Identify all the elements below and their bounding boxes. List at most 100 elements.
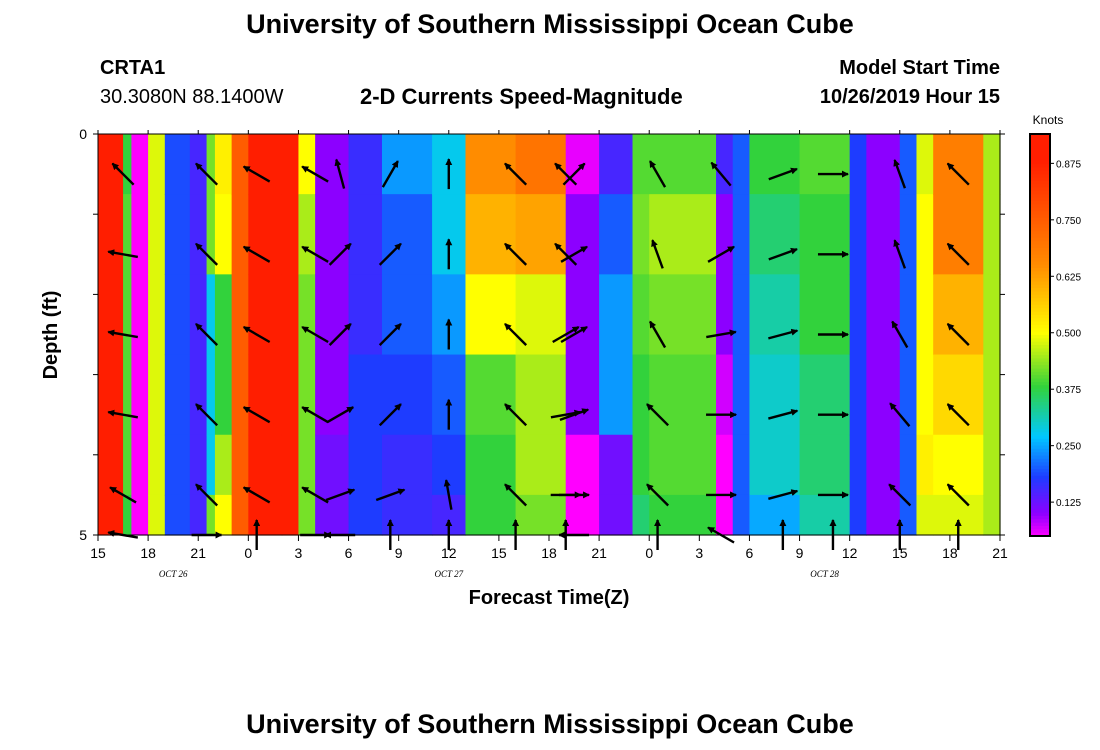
heat-cell: [599, 194, 634, 275]
heat-cell: [916, 494, 934, 536]
colorbar-segment: [1030, 341, 1050, 346]
current-vector: [946, 483, 970, 507]
current-vector: [893, 159, 907, 189]
heat-cell: [381, 434, 433, 496]
heat-cell: [164, 194, 191, 275]
colorbar-tick-label: 0.500: [1056, 329, 1081, 340]
heat-cell: [298, 354, 316, 436]
colorbar-segment: [1030, 495, 1050, 500]
colorbar-segment: [1030, 458, 1050, 463]
current-vector: [301, 486, 329, 504]
heat-cell: [281, 354, 300, 436]
heat-cell: [749, 354, 801, 436]
colorbar-segment: [1030, 288, 1050, 293]
colorbar-segment: [1030, 278, 1050, 282]
colorbar-segment: [1030, 180, 1050, 185]
heat-cell: [749, 434, 801, 496]
heat-cell: [98, 354, 124, 436]
heat-cell: [716, 434, 734, 496]
heat-cell: [148, 434, 166, 496]
y-axis-label: Depth (ft): [40, 291, 62, 380]
heat-cell: [315, 354, 350, 436]
heat-cell: [298, 134, 316, 195]
x-tick-label: 6: [345, 545, 353, 561]
current-vector: [646, 483, 670, 507]
current-vector: [242, 245, 271, 263]
current-vector: [504, 242, 528, 266]
heat-cell: [916, 194, 934, 275]
colorbar-segment: [1030, 502, 1050, 507]
heat-cell: [916, 434, 934, 496]
colorbar-segment: [1030, 241, 1050, 246]
colorbar-segment: [1030, 247, 1050, 252]
heat-cell: [983, 494, 1001, 536]
colorbar-segment: [1030, 388, 1050, 393]
colorbar-segment: [1030, 422, 1050, 427]
heat-cell: [565, 274, 600, 356]
colorbar-segment: [1030, 291, 1050, 296]
heat-cell: [716, 194, 734, 275]
colorbar-segment: [1030, 348, 1050, 353]
heat-cell: [632, 194, 650, 275]
current-vector: [649, 160, 667, 188]
heat-cell: [866, 274, 901, 356]
colorbar-segment: [1030, 160, 1050, 165]
heatmap-cells: [98, 134, 1001, 536]
heat-cell: [148, 194, 166, 275]
x-tick-label: 21: [591, 545, 607, 561]
colorbar-segment: [1030, 281, 1050, 286]
current-vector: [195, 242, 219, 266]
colorbar-segment: [1030, 489, 1050, 494]
y-tick-label: 5: [79, 527, 87, 543]
heat-cell: [983, 194, 1001, 275]
heat-cell: [231, 494, 249, 536]
heat-cell: [599, 134, 634, 195]
current-vector: [375, 488, 406, 502]
heat-cell: [866, 354, 901, 436]
heat-cell: [381, 354, 433, 436]
colorbar-segment: [1030, 274, 1050, 279]
colorbar-segment: [1030, 194, 1050, 199]
colorbar: 0.125 0.250 0.375 0.500 0.625 0.750 0.875: [1029, 133, 1081, 537]
heat-cell: [98, 494, 124, 536]
colorbar-segment: [1030, 375, 1050, 380]
heat-cell: [231, 134, 249, 195]
heat-cell: [849, 134, 867, 195]
current-vector: [710, 161, 732, 187]
colorbar-segment: [1030, 505, 1050, 510]
heat-cell: [465, 494, 517, 536]
colorbar-segment: [1030, 391, 1050, 396]
colorbar-segment: [1030, 515, 1050, 520]
colorbar-segment: [1030, 231, 1050, 236]
heat-cell: [732, 434, 751, 496]
colorbar-segment: [1030, 455, 1050, 460]
heat-cell: [206, 434, 216, 496]
heat-cell: [281, 194, 300, 275]
colorbar-segment: [1030, 428, 1050, 433]
colorbar-segment: [1030, 207, 1050, 212]
colorbar-segment: [1030, 261, 1050, 266]
colorbar-segment: [1030, 298, 1050, 303]
current-vector: [946, 323, 970, 346]
colorbar-segment: [1030, 509, 1050, 514]
colorbar-segment: [1030, 214, 1050, 219]
heat-cell: [899, 134, 918, 195]
heat-cell: [214, 494, 233, 536]
colorbar-segment: [1030, 264, 1050, 269]
current-vector: [651, 239, 664, 269]
colorbar-segment: [1030, 154, 1050, 159]
heat-cell: [799, 434, 851, 496]
station-id: CRTA1: [100, 57, 166, 79]
heat-cell: [164, 354, 191, 436]
current-vector: [768, 328, 799, 340]
colorbar-label: Knots: [1033, 113, 1064, 127]
heat-cell: [933, 274, 984, 356]
current-vector: [889, 402, 911, 427]
heat-cell: [749, 494, 801, 536]
colorbar-segment: [1030, 351, 1050, 356]
heat-cell: [899, 434, 918, 496]
heat-cell: [164, 494, 191, 536]
x-tick-label: 12: [842, 545, 858, 561]
heat-cell: [248, 274, 283, 356]
